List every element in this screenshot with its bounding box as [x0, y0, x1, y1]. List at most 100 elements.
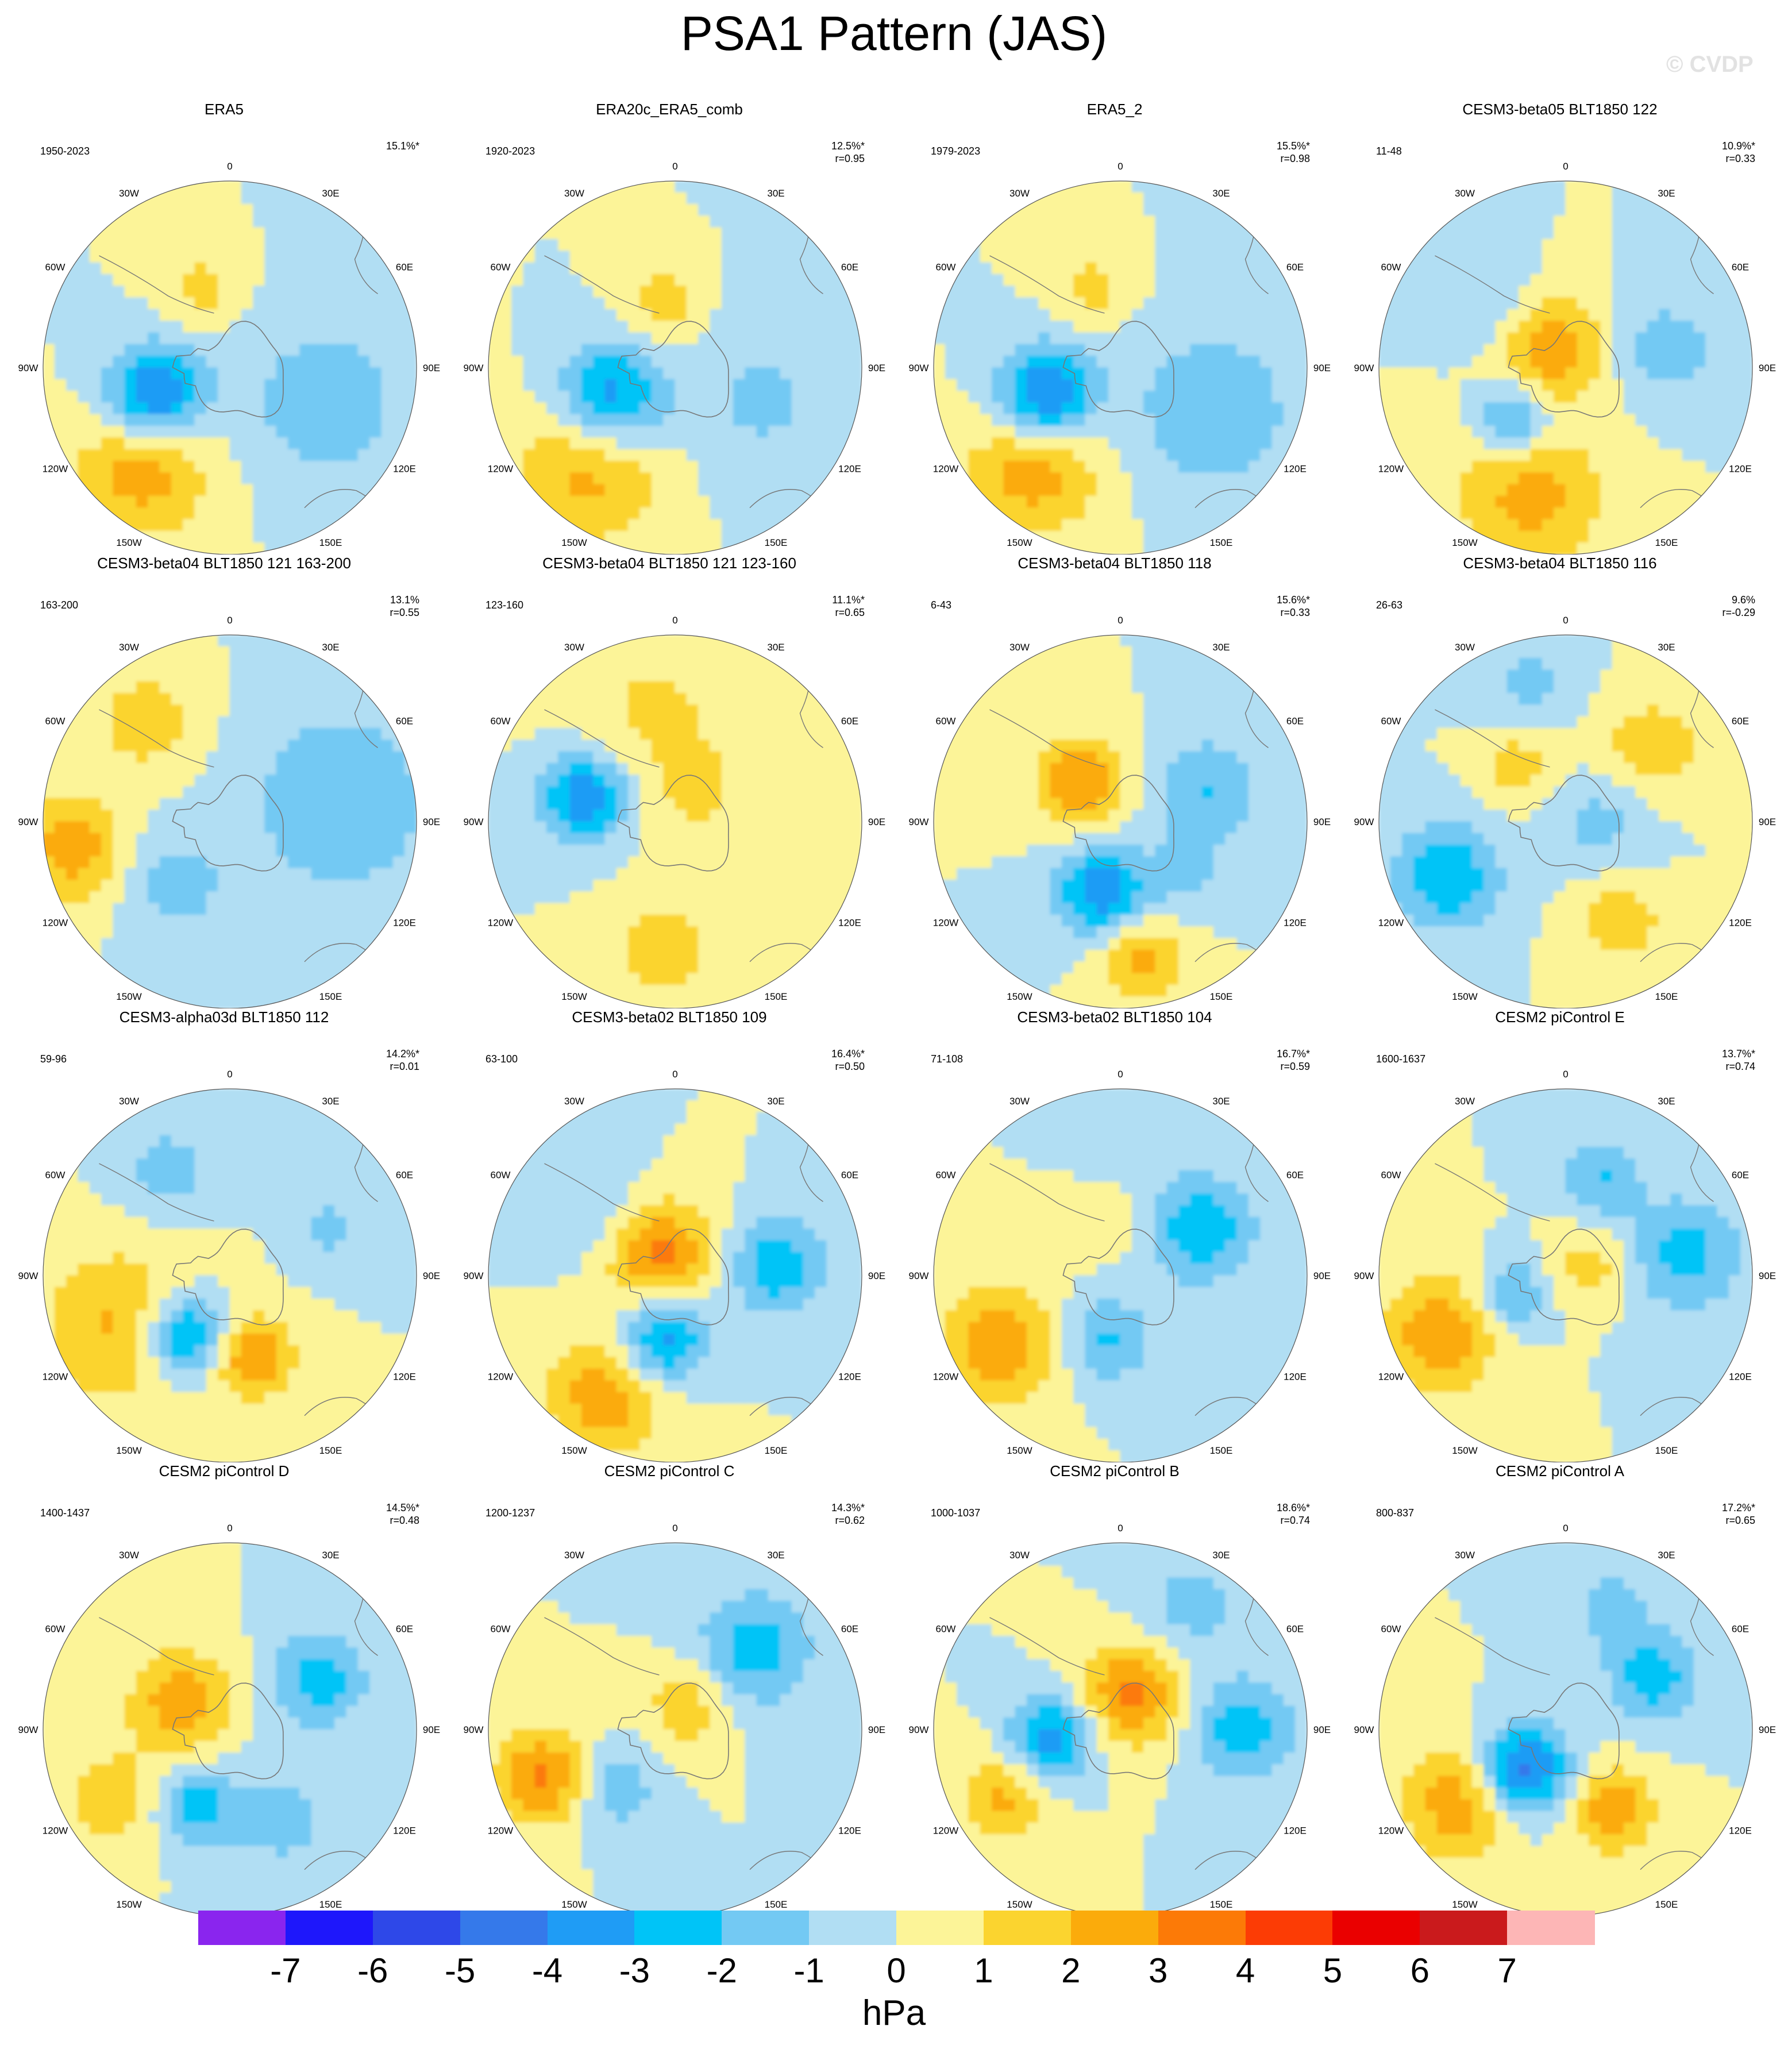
contour-cell: [826, 332, 839, 345]
contour-cell: [1015, 414, 1028, 427]
contour-cell: [1283, 391, 1296, 403]
contour-cell: [1728, 437, 1741, 450]
contour-cell: [569, 367, 583, 380]
contour-cell: [604, 215, 618, 228]
contour-cell: [171, 833, 184, 846]
contour-cell: [66, 495, 79, 509]
contour-cell: [1390, 344, 1403, 357]
contour-cell: [113, 286, 125, 298]
contour-cell: [628, 251, 641, 263]
contour-cell: [1073, 332, 1086, 345]
contour-cell: [1682, 344, 1695, 357]
contour-cell: [639, 344, 652, 357]
contour-cell: [357, 215, 371, 228]
contour-cell: [850, 367, 862, 380]
contour-cell: [218, 181, 230, 193]
contour-cell: [1143, 449, 1156, 462]
contour-cell: [663, 391, 676, 403]
contour-cell: [148, 984, 160, 998]
contour-cell: [404, 495, 417, 509]
contour-cell: [511, 215, 524, 228]
contour-cell: [616, 530, 629, 544]
contour-cell: [1612, 495, 1625, 509]
contour-cell: [488, 274, 500, 287]
contour-cell: [1178, 519, 1191, 532]
contour-cell: [628, 262, 641, 275]
contour-cell: [675, 227, 687, 240]
contour-cell: [54, 530, 67, 544]
contour-cell: [569, 204, 583, 217]
contour-cell: [1120, 215, 1132, 228]
contour-cell: [815, 332, 827, 345]
longitude-label: 0: [672, 161, 677, 172]
contour-cell: [1225, 227, 1238, 240]
contour-cell: [1073, 414, 1086, 427]
contour-cell: [1166, 181, 1180, 193]
contour-cell: [1131, 379, 1145, 392]
contour-cell: [183, 227, 195, 240]
contour-cell: [581, 297, 594, 310]
contour-cell: [101, 181, 114, 193]
contour-cell: [78, 437, 90, 450]
contour-cell: [791, 367, 804, 380]
contour-cell: [499, 181, 512, 193]
contour-cell: [1693, 425, 1706, 438]
contour-cell: [1038, 414, 1051, 427]
contour-cell: [264, 495, 277, 509]
contour-cell: [1050, 215, 1063, 228]
contour-cell: [89, 891, 102, 904]
contour-cell: [241, 332, 254, 345]
contour-cell: [1448, 367, 1461, 380]
contour-cell: [357, 286, 371, 298]
contour-cell: [546, 425, 559, 438]
contour-cell: [1658, 449, 1671, 462]
contour-cell: [89, 879, 102, 892]
contour-cell: [1623, 321, 1636, 333]
contour-cell: [1003, 262, 1016, 275]
contour-cell: [639, 262, 652, 275]
contour-cell: [276, 309, 289, 322]
contour-cell: [826, 192, 839, 205]
contour-cell: [756, 472, 769, 485]
contour-cell: [1248, 356, 1261, 368]
contour-cell: [1577, 204, 1590, 217]
contour-cell: [1506, 472, 1520, 485]
contour-cell: [546, 192, 559, 205]
contour-cell: [322, 507, 336, 520]
contour-cell: [1506, 495, 1520, 509]
contour-cell: [1283, 238, 1296, 252]
contour-cell: [957, 204, 969, 217]
contour-cell: [287, 367, 300, 380]
contour-cell: [593, 425, 606, 438]
contour-cell: [159, 332, 172, 345]
contour-cell: [1542, 519, 1555, 532]
contour-cell: [968, 425, 981, 438]
contour-cell: [546, 391, 559, 403]
contour-cell: [1178, 449, 1191, 462]
contour-cell: [1155, 542, 1167, 554]
contour-cell: [54, 204, 67, 217]
contour-cell: [1565, 215, 1578, 228]
contour-cell: [1190, 274, 1203, 287]
contour-cell: [1003, 425, 1016, 438]
contour-cell: [136, 891, 149, 904]
contour-cell: [194, 402, 207, 415]
contour-cell: [1693, 332, 1706, 345]
contour-cell: [511, 274, 524, 287]
map-boundary: [1378, 180, 1753, 554]
contour-cell: [78, 949, 90, 962]
contour-cell: [357, 297, 371, 310]
contour-cell: [1554, 204, 1566, 217]
contour-cell: [241, 833, 254, 846]
contour-cell: [1038, 449, 1051, 462]
contour-cell: [1379, 367, 1391, 380]
contour-cell: [1073, 204, 1086, 217]
contour-cell: [991, 181, 1004, 193]
contour-cell: [1003, 227, 1016, 240]
contour-cell: [264, 542, 277, 554]
contour-cell: [1248, 215, 1261, 228]
contour-cell: [1143, 507, 1156, 520]
contour-cell: [241, 286, 254, 298]
contour-cell: [980, 530, 993, 544]
contour-cell: [957, 437, 969, 450]
